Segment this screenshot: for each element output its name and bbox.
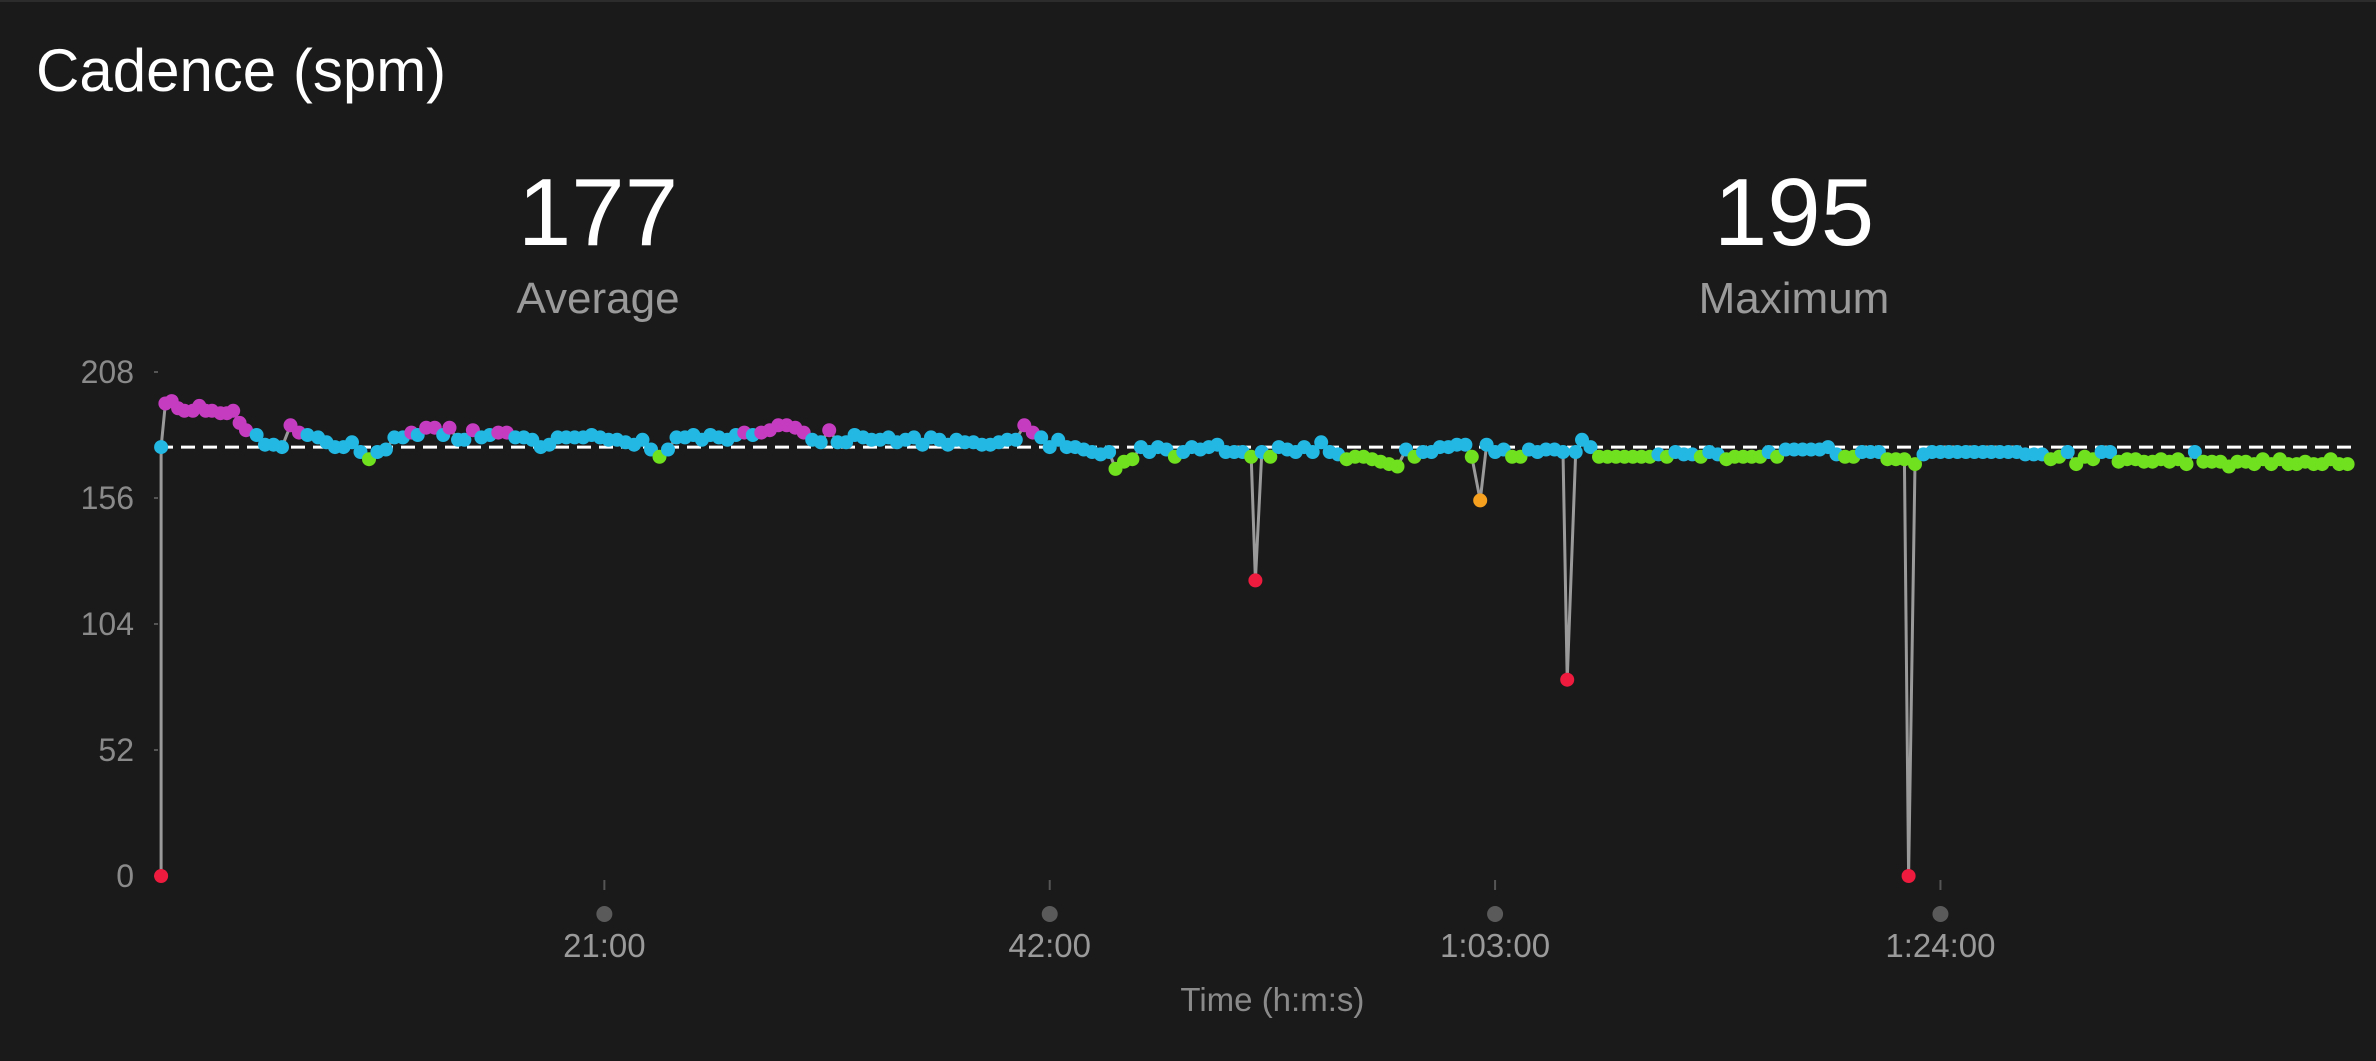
data-point [1390, 459, 1405, 474]
maximum-stat: 195 Maximum [1594, 158, 1994, 324]
maximum-value: 195 [1713, 159, 1875, 266]
x-tick-label: 42:00 [1008, 927, 1091, 964]
y-tick-label: 156 [81, 480, 134, 516]
data-point [1458, 437, 1473, 452]
y-tick-label: 104 [81, 606, 134, 642]
data-point [1248, 573, 1263, 588]
top-border [0, 0, 2376, 2]
data-point [1034, 430, 1049, 445]
data-point [1908, 457, 1922, 472]
cadence-line [159, 399, 2348, 877]
average-label: Average [516, 274, 680, 323]
data-point [442, 420, 457, 435]
data-point [345, 435, 359, 450]
data-point [2060, 445, 2075, 459]
data-point [1244, 449, 1259, 464]
data-point [1560, 672, 1575, 687]
data-point [378, 442, 393, 457]
y-tick-label: 208 [81, 354, 134, 390]
x-tick-label: 21:00 [563, 927, 646, 964]
data-point [2179, 457, 2194, 472]
data-point [457, 432, 472, 447]
data-point [1464, 449, 1479, 464]
x-tick-dot [1041, 906, 1058, 922]
data-point [1556, 445, 1570, 459]
data-point [249, 428, 264, 442]
data-point [1008, 432, 1023, 447]
data-point [813, 435, 828, 450]
data-point [1901, 869, 1916, 883]
y-tick-label: 0 [116, 858, 134, 894]
chart-title: Cadence (spm) [36, 37, 447, 104]
x-tick-label: 1:24:00 [1885, 927, 1995, 964]
data-point [1305, 445, 1320, 459]
data-point [2340, 457, 2355, 472]
x-tick-dot [1932, 906, 1949, 922]
maximum-label: Maximum [1698, 274, 1890, 323]
data-point [1102, 445, 1117, 459]
data-point [1314, 435, 1329, 450]
y-tick-label: 52 [98, 732, 134, 768]
data-point [275, 440, 289, 455]
data-point [2187, 445, 2202, 459]
average-value: 177 [517, 159, 679, 266]
x-axis: 21:00 42:00 1:03:00 1:24:00 [563, 880, 1996, 964]
data-point [1583, 440, 1598, 455]
data-point [822, 423, 837, 438]
x-axis-label: Time (h:m:s) [1180, 981, 1364, 1018]
data-point [226, 403, 241, 418]
data-point [154, 440, 169, 455]
y-axis: 0 52 104 156 208 [81, 354, 158, 894]
data-point [154, 869, 169, 883]
data-point [1897, 452, 1912, 467]
data-point [1568, 445, 1583, 459]
data-point [635, 432, 650, 447]
data-point [1125, 452, 1140, 467]
cadence-points [154, 394, 2355, 883]
data-point [2103, 445, 2118, 459]
data-point [239, 423, 253, 438]
average-stat: 177 Average [398, 158, 798, 324]
x-tick-dot [596, 906, 613, 922]
data-point [661, 442, 675, 457]
data-point [1263, 449, 1278, 464]
data-point [1473, 493, 1488, 508]
x-tick-dot [1487, 906, 1504, 922]
data-point [300, 428, 315, 442]
x-tick-label: 1:03:00 [1440, 927, 1550, 964]
